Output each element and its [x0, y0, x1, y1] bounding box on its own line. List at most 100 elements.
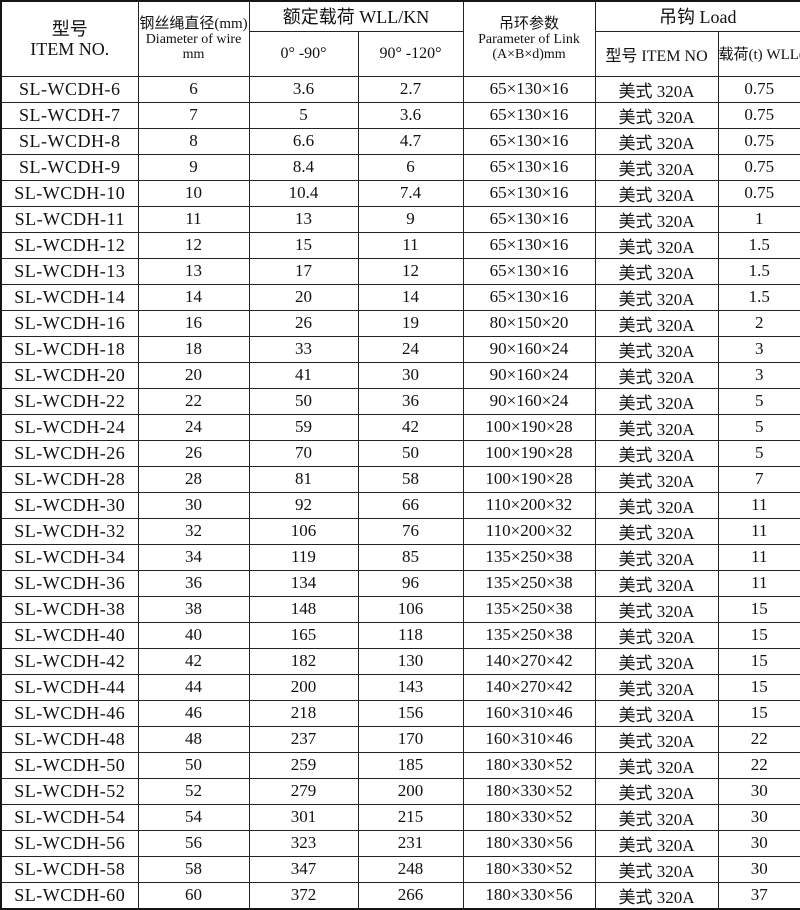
cell-hook-wll: 5: [717, 413, 800, 441]
cell-hook-model: 美式 320A: [594, 361, 719, 389]
cell-hook-wll: 1.5: [717, 231, 800, 259]
cell-hook-model: 美式 320A: [594, 751, 719, 779]
cell-hook-wll: 0.75: [717, 127, 800, 155]
cell-wll-0-90: 41: [248, 361, 359, 389]
cell-diameter: 22: [137, 387, 250, 415]
table-row: SL-WCDH-16 16 26 19 80×150×20 美式 320A 2: [0, 309, 800, 337]
cell-wll-90-120: 42: [357, 413, 464, 441]
cell-item-no: SL-WCDH-48: [0, 725, 139, 753]
cell-link-param: 65×130×16: [462, 75, 596, 103]
table-row: SL-WCDH-14 14 20 14 65×130×16 美式 320A 1.5: [0, 283, 800, 311]
cell-wll-0-90: 20: [248, 283, 359, 311]
cell-link-param: 180×330×56: [462, 829, 596, 857]
table-row: SL-WCDH-9 9 8.4 6 65×130×16 美式 320A 0.75: [0, 153, 800, 181]
cell-link-param: 65×130×16: [462, 179, 596, 207]
cell-wll-90-120: 185: [357, 751, 464, 779]
cell-diameter: 12: [137, 231, 250, 259]
cell-link-param: 90×160×24: [462, 361, 596, 389]
table-row: SL-WCDH-11 11 13 9 65×130×16 美式 320A 1: [0, 205, 800, 233]
header-hook-load-group: 吊钩 Load: [594, 0, 800, 32]
cell-item-no: SL-WCDH-18: [0, 335, 139, 363]
cell-wll-0-90: 119: [248, 543, 359, 571]
cell-wll-0-90: 92: [248, 491, 359, 519]
cell-hook-model: 美式 320A: [594, 179, 719, 207]
cell-hook-model: 美式 320A: [594, 387, 719, 415]
cell-wll-0-90: 17: [248, 257, 359, 285]
cell-wll-90-120: 200: [357, 777, 464, 805]
cell-hook-wll: 30: [717, 777, 800, 805]
cell-diameter: 16: [137, 309, 250, 337]
cell-link-param: 90×160×24: [462, 387, 596, 415]
cell-wll-0-90: 70: [248, 439, 359, 467]
cell-wll-0-90: 200: [248, 673, 359, 701]
cell-link-param: 65×130×16: [462, 231, 596, 259]
cell-link-param: 180×330×56: [462, 881, 596, 909]
cell-hook-wll: 22: [717, 725, 800, 753]
cell-link-param: 65×130×16: [462, 153, 596, 181]
cell-item-no: SL-WCDH-34: [0, 543, 139, 571]
cell-wll-90-120: 58: [357, 465, 464, 493]
cell-hook-wll: 3: [717, 335, 800, 363]
table-row: SL-WCDH-32 32 106 76 110×200×32 美式 320A 11: [0, 517, 800, 545]
cell-hook-model: 美式 320A: [594, 517, 719, 545]
cell-wll-90-120: 7.4: [357, 179, 464, 207]
cell-wll-90-120: 118: [357, 621, 464, 649]
cell-diameter: 38: [137, 595, 250, 623]
cell-wll-90-120: 36: [357, 387, 464, 415]
cell-wll-90-120: 85: [357, 543, 464, 571]
cell-hook-model: 美式 320A: [594, 673, 719, 701]
cell-hook-model: 美式 320A: [594, 595, 719, 623]
cell-wll-90-120: 6: [357, 153, 464, 181]
cell-wll-0-90: 148: [248, 595, 359, 623]
cell-diameter: 34: [137, 543, 250, 571]
header-wire-diameter: 钢丝绳直径(mm) Diameter of wire mm: [137, 0, 250, 77]
cell-link-param: 110×200×32: [462, 491, 596, 519]
cell-hook-wll: 11: [717, 569, 800, 597]
table-body: SL-WCDH-6 6 3.6 2.7 65×130×16 美式 320A 0.75 SL-W…: [0, 75, 800, 909]
header-wire-diameter-zh: 钢丝绳直径(mm): [139, 15, 248, 32]
cell-hook-model: 美式 320A: [594, 855, 719, 883]
cell-hook-wll: 0.75: [717, 75, 800, 103]
cell-hook-model: 美式 320A: [594, 543, 719, 571]
cell-wll-0-90: 33: [248, 335, 359, 363]
cell-hook-model: 美式 320A: [594, 439, 719, 467]
cell-item-no: SL-WCDH-12: [0, 231, 139, 259]
cell-wll-90-120: 19: [357, 309, 464, 337]
header-item-no: 型号 ITEM NO.: [0, 0, 139, 77]
cell-wll-90-120: 66: [357, 491, 464, 519]
cell-hook-wll: 0.75: [717, 153, 800, 181]
cell-wll-90-120: 50: [357, 439, 464, 467]
cell-wll-0-90: 218: [248, 699, 359, 727]
cell-wll-90-120: 14: [357, 283, 464, 311]
cell-diameter: 56: [137, 829, 250, 857]
cell-link-param: 100×190×28: [462, 439, 596, 467]
cell-hook-wll: 11: [717, 517, 800, 545]
table-row: SL-WCDH-7 7 5 3.6 65×130×16 美式 320A 0.75: [0, 101, 800, 129]
cell-item-no: SL-WCDH-13: [0, 257, 139, 285]
header-wire-diameter-en: Diameter of wire: [145, 31, 242, 47]
cell-hook-model: 美式 320A: [594, 75, 719, 103]
cell-hook-wll: 1: [717, 205, 800, 233]
cell-link-param: 135×250×38: [462, 569, 596, 597]
cell-item-no: SL-WCDH-52: [0, 777, 139, 805]
cell-diameter: 14: [137, 283, 250, 311]
cell-hook-wll: 15: [717, 621, 800, 649]
cell-hook-wll: 7: [717, 465, 800, 493]
cell-wll-0-90: 182: [248, 647, 359, 675]
cell-wll-0-90: 279: [248, 777, 359, 805]
cell-link-param: 160×310×46: [462, 725, 596, 753]
cell-diameter: 50: [137, 751, 250, 779]
cell-hook-model: 美式 320A: [594, 257, 719, 285]
cell-link-param: 100×190×28: [462, 465, 596, 493]
table-row: SL-WCDH-58 58 347 248 180×330×52 美式 320A 30: [0, 855, 800, 883]
cell-wll-0-90: 81: [248, 465, 359, 493]
cell-link-param: 180×330×52: [462, 855, 596, 883]
cell-link-param: 100×190×28: [462, 413, 596, 441]
cell-wll-90-120: 2.7: [357, 75, 464, 103]
cell-hook-model: 美式 320A: [594, 465, 719, 493]
cell-link-param: 65×130×16: [462, 127, 596, 155]
cell-diameter: 48: [137, 725, 250, 753]
table-row: SL-WCDH-10 10 10.4 7.4 65×130×16 美式 320A 0.75: [0, 179, 800, 207]
cell-item-no: SL-WCDH-24: [0, 413, 139, 441]
